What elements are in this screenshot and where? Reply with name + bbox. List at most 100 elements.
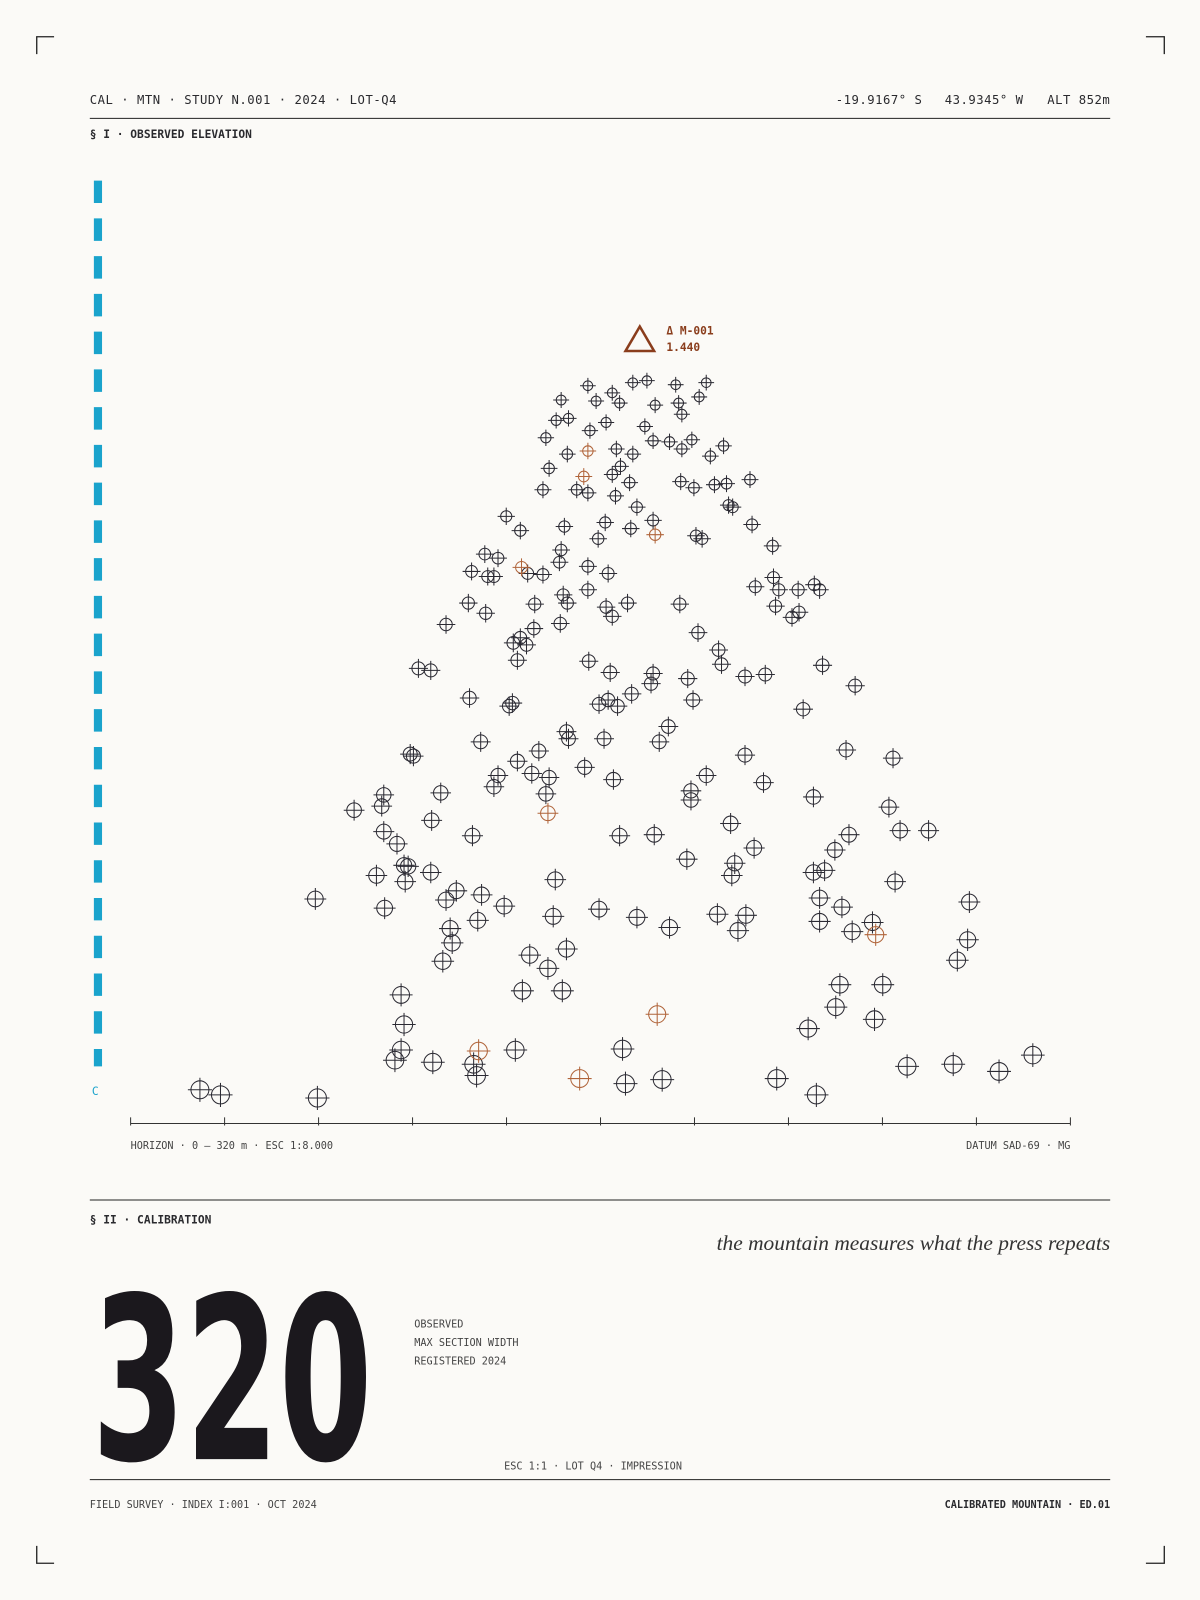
section-label: § II · CALIBRATION xyxy=(90,1213,212,1226)
point-cross xyxy=(715,437,732,455)
survey-point xyxy=(589,694,609,714)
survey-point xyxy=(567,1066,592,1091)
survey-point xyxy=(466,1039,491,1063)
point-cross xyxy=(813,859,836,882)
plot xyxy=(187,372,1045,1111)
point-cross xyxy=(613,1071,638,1096)
survey-point xyxy=(575,468,593,485)
point-cross xyxy=(871,973,895,997)
point-cross xyxy=(685,479,703,497)
point-cross xyxy=(813,655,833,675)
point-cross xyxy=(421,809,443,831)
survey-point xyxy=(554,585,573,605)
point-cross xyxy=(726,919,750,942)
survey-point xyxy=(672,473,690,491)
survey-point xyxy=(696,765,717,786)
point-cross xyxy=(803,786,824,808)
survey-point xyxy=(678,668,698,689)
point-cross xyxy=(882,748,904,769)
survey-point xyxy=(487,765,509,786)
survey-point xyxy=(553,392,570,408)
point-cross xyxy=(608,440,625,458)
survey-point xyxy=(861,911,884,934)
point-cross xyxy=(383,1048,407,1073)
survey-point xyxy=(882,748,904,769)
latitude: -19.9167° S xyxy=(836,93,923,107)
survey-point xyxy=(734,904,757,927)
survey-point xyxy=(698,374,715,391)
survey-point xyxy=(558,593,577,613)
point-cross xyxy=(649,731,670,752)
point-cross xyxy=(470,884,493,906)
point-cross xyxy=(835,739,857,761)
survey-point xyxy=(766,596,785,616)
survey-point xyxy=(459,688,480,708)
point-cross xyxy=(544,868,567,891)
point-cross xyxy=(304,888,327,910)
survey-point xyxy=(796,1016,820,1041)
point-cross xyxy=(696,765,717,786)
altitude: ALT 852m xyxy=(1047,93,1110,107)
survey-point xyxy=(646,525,664,544)
survey-point xyxy=(436,615,456,634)
survey-point xyxy=(805,575,824,594)
point-cross xyxy=(568,481,586,499)
point-cross xyxy=(796,1016,820,1041)
survey-point xyxy=(743,515,761,534)
survey-point xyxy=(644,432,662,450)
point-cross xyxy=(678,668,698,689)
point-cross xyxy=(461,825,484,847)
survey-point xyxy=(685,479,703,497)
survey-point xyxy=(658,716,679,737)
survey-point xyxy=(735,666,755,687)
point-cross xyxy=(838,824,860,846)
survey-point xyxy=(650,1067,675,1092)
survey-point xyxy=(789,603,809,622)
point-cross xyxy=(540,459,558,477)
survey-point xyxy=(683,431,701,448)
point-cross xyxy=(636,418,653,435)
point-cross xyxy=(533,565,552,584)
point-cross xyxy=(753,772,774,793)
point-cross xyxy=(419,861,442,884)
point-cross xyxy=(559,445,576,463)
point-cross xyxy=(618,593,637,613)
survey-point xyxy=(470,731,491,752)
survey-point xyxy=(709,640,729,660)
survey-point xyxy=(403,746,424,767)
point-cross xyxy=(610,1037,635,1061)
survey-point xyxy=(542,905,565,928)
survey-point xyxy=(536,957,560,980)
survey-point xyxy=(548,412,565,429)
survey-point xyxy=(621,474,639,492)
point-cross xyxy=(604,384,621,401)
survey-point xyxy=(560,410,577,427)
footer-left: FIELD SURVEY · INDEX I:001 · OCT 2024 xyxy=(90,1500,317,1511)
survey-point xyxy=(343,799,365,821)
survey-point xyxy=(400,744,421,765)
point-cross xyxy=(461,1052,486,1077)
survey-point xyxy=(550,553,569,572)
survey-point xyxy=(419,861,442,884)
point-cross xyxy=(436,615,456,634)
point-cross xyxy=(373,897,396,920)
point-cross xyxy=(386,833,408,855)
survey-point xyxy=(824,995,848,1019)
survey-point xyxy=(208,1082,233,1107)
survey-point xyxy=(835,739,857,761)
point-cross xyxy=(499,696,519,716)
survey-point xyxy=(421,660,441,680)
point-cross xyxy=(763,537,782,555)
survey-point xyxy=(720,812,742,834)
point-cross xyxy=(845,676,865,696)
point-cross xyxy=(475,545,494,563)
point-cross xyxy=(600,662,620,683)
point-cross xyxy=(421,660,441,680)
point-cross xyxy=(884,870,906,893)
point-cross xyxy=(702,447,719,465)
point-cross xyxy=(507,751,528,772)
point-cross xyxy=(691,388,708,405)
point-cross xyxy=(895,1054,920,1079)
point-cross xyxy=(987,1059,1011,1084)
survey-point xyxy=(862,1007,887,1032)
